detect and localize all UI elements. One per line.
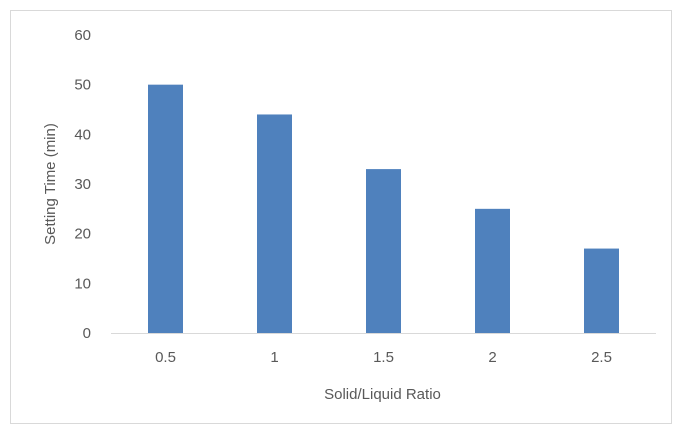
chart-frame [10, 10, 672, 424]
y-axis-title: Setting Time (min) [42, 123, 59, 245]
y-tick-label: 20 [74, 226, 91, 243]
y-tick-label: 0 [83, 325, 91, 342]
bar-2.5 [584, 248, 619, 333]
y-axis-tick-labels: 0 10 20 30 40 50 60 [74, 27, 91, 342]
bar-1.5 [366, 169, 401, 333]
bar-1 [257, 114, 292, 333]
bar-0.5 [148, 84, 183, 334]
x-tick-label: 1 [270, 349, 278, 366]
y-tick-label: 40 [74, 126, 91, 143]
x-tick-label: 0.5 [155, 349, 176, 366]
x-axis-title: Solid/Liquid Ratio [324, 386, 441, 403]
y-tick-label: 30 [74, 176, 91, 193]
x-tick-label: 1.5 [373, 349, 394, 366]
x-axis-tick-labels: 0.5 1 1.5 2 2.5 [155, 349, 612, 366]
y-tick-label: 50 [74, 77, 91, 94]
bar-group [148, 84, 619, 334]
y-tick-label: 60 [74, 27, 91, 44]
y-tick-label: 10 [74, 275, 91, 292]
x-tick-label: 2.5 [591, 349, 612, 366]
x-tick-label: 2 [488, 349, 496, 366]
bar-2 [475, 208, 510, 333]
